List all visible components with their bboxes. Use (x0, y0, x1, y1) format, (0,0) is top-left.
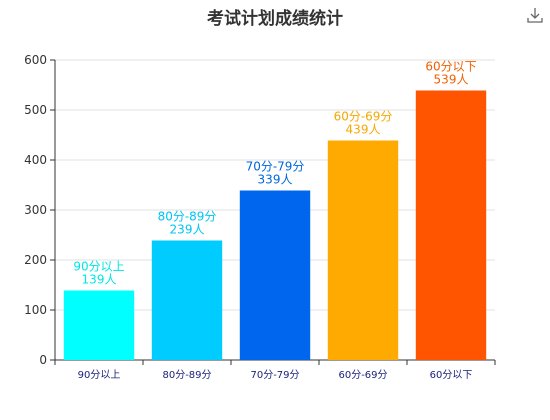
data-label-value: 339人 (258, 173, 293, 187)
y-tick-label: 0 (39, 353, 47, 367)
y-tick-label: 200 (24, 253, 47, 267)
download-icon (527, 8, 543, 23)
data-label-category: 70分-79分 (246, 160, 305, 174)
x-tick-label: 90分以上 (78, 369, 121, 381)
data-label-value: 139人 (82, 273, 117, 287)
x-tick-label: 60分以下 (430, 369, 473, 381)
data-label-value: 439人 (346, 123, 381, 137)
download-button[interactable] (526, 6, 544, 24)
x-tick-label: 80分-89分 (162, 369, 211, 381)
data-label-category: 60分以下 (425, 60, 476, 74)
y-tick-label: 400 (24, 153, 47, 167)
data-label-category: 60分-69分 (334, 110, 393, 124)
data-label-category: 90分以上 (73, 260, 124, 274)
y-tick-label: 500 (24, 103, 47, 117)
chart-title: 考试计划成绩统计 (207, 9, 343, 29)
bar (327, 140, 399, 360)
data-label-value: 539人 (434, 73, 469, 87)
bar (239, 190, 311, 360)
bar (415, 90, 487, 360)
x-tick-label: 60分-69分 (338, 369, 387, 381)
y-tick-label: 300 (24, 203, 47, 217)
y-tick-label: 100 (24, 303, 47, 317)
data-label-category: 80分-89分 (158, 210, 217, 224)
data-label-value: 239人 (170, 223, 205, 237)
y-tick-label: 600 (24, 53, 47, 67)
bar (63, 290, 135, 360)
x-tick-label: 70分-79分 (250, 369, 299, 381)
bar (151, 240, 223, 360)
